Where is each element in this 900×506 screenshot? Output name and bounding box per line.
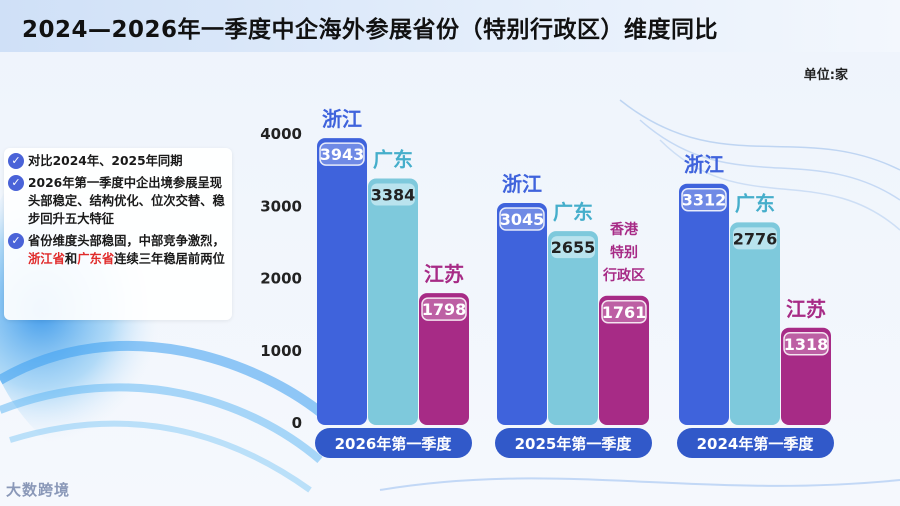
check-icon: ✓ bbox=[8, 153, 24, 169]
bar-name-label: 行政区 bbox=[602, 267, 645, 284]
unit-label: 单位:家 bbox=[803, 68, 848, 83]
chart-title: 2024—2026年一季度中企海外参展省份（特别行政区）维度同比 bbox=[22, 17, 719, 43]
bar-value-label: 1761 bbox=[602, 303, 647, 322]
bar-value-label: 2776 bbox=[733, 229, 778, 248]
value-label-bg bbox=[421, 297, 467, 321]
note-text: 2026年第一季度中企出境参展呈现头部稳定、结构优化、位次交替、稳步回升五大特征 bbox=[28, 174, 228, 228]
note-text: 省份维度头部稳固，中部竞争激烈， 浙江省和广东省连续三年稳居前两位 bbox=[28, 232, 228, 268]
y-tick-label: 4000 bbox=[260, 125, 302, 143]
y-tick-label: 0 bbox=[292, 414, 302, 432]
bar-name-label: 广东 bbox=[553, 200, 593, 224]
bar bbox=[419, 293, 469, 425]
value-label-bg bbox=[319, 142, 365, 166]
bar bbox=[599, 295, 649, 425]
y-tick-label: 3000 bbox=[260, 197, 302, 215]
bar-name-label: 浙江 bbox=[502, 172, 542, 196]
value-label-bg bbox=[681, 187, 727, 212]
value-label-bg bbox=[499, 207, 545, 231]
bar-value-label: 1318 bbox=[784, 335, 829, 354]
note-segment: 对比2024年、2025年同期 bbox=[28, 154, 183, 168]
bar-name-label: 香港 bbox=[609, 221, 639, 238]
note-segment: 省份维度头部稳固，中部竞争激烈， bbox=[28, 234, 225, 248]
bar-value-label: 3943 bbox=[320, 145, 365, 164]
bar bbox=[730, 222, 780, 425]
bar-value-label: 3045 bbox=[500, 210, 545, 229]
highlight-text: 广东省 bbox=[77, 252, 115, 266]
note-segment: 和 bbox=[64, 252, 78, 266]
bar-name-label: 浙江 bbox=[684, 153, 724, 177]
value-label-bg bbox=[733, 227, 777, 250]
value-label-bg bbox=[783, 332, 829, 356]
note-item: ✓ 2026年第一季度中企出境参展呈现头部稳定、结构优化、位次交替、稳步回升五大特… bbox=[8, 174, 228, 228]
brand-logo: 大数跨境 bbox=[6, 481, 71, 499]
check-icon: ✓ bbox=[8, 233, 24, 249]
bar-name-label: 江苏 bbox=[786, 297, 826, 321]
y-tick-label: 1000 bbox=[260, 342, 302, 360]
check-icon: ✓ bbox=[8, 175, 24, 191]
bar-name-label: 浙江 bbox=[322, 107, 362, 131]
bar bbox=[781, 327, 831, 425]
notes-panel: ✓ 对比2024年、2025年同期 ✓ 2026年第一季度中企出境参展呈现头部稳定、结… bbox=[4, 148, 232, 320]
value-label-bg bbox=[551, 236, 595, 259]
bar-name-label: 广东 bbox=[373, 148, 413, 172]
bar-name-label: 特别 bbox=[610, 244, 638, 261]
title-bar bbox=[0, 0, 900, 52]
note-segment: 连续三年稳居前两位 bbox=[114, 252, 225, 266]
bar-value-label: 3384 bbox=[371, 186, 416, 205]
bar bbox=[317, 138, 367, 425]
y-tick-label: 2000 bbox=[260, 270, 302, 288]
bar bbox=[368, 178, 418, 425]
group-label: 2025年第一季度 bbox=[515, 435, 633, 453]
highlight-text: 浙江省 bbox=[28, 252, 65, 266]
value-label-bg bbox=[601, 300, 647, 324]
bar bbox=[679, 183, 729, 425]
group-label-pill bbox=[677, 428, 834, 458]
note-item: ✓ 对比2024年、2025年同期 bbox=[8, 152, 228, 170]
bar bbox=[497, 202, 547, 425]
bar-name-label: 广东 bbox=[735, 191, 775, 215]
bar bbox=[548, 231, 598, 425]
group-label: 2024年第一季度 bbox=[697, 435, 815, 453]
group-label: 2026年第一季度 bbox=[335, 435, 453, 453]
note-segment: 2026年第一季度中企出境参展呈现头部稳定、结构优化、位次交替、稳步回升五大特征 bbox=[28, 176, 225, 226]
value-label-bg bbox=[371, 183, 415, 206]
bar-value-label: 3312 bbox=[682, 191, 727, 210]
group-label-pill bbox=[315, 428, 472, 458]
group-label-pill bbox=[495, 428, 652, 458]
note-text: 对比2024年、2025年同期 bbox=[28, 152, 183, 170]
bar-value-label: 2655 bbox=[551, 238, 596, 257]
bar-value-label: 1798 bbox=[422, 300, 467, 319]
bar-name-label: 江苏 bbox=[424, 262, 464, 286]
note-item: ✓ 省份维度头部稳固，中部竞争激烈， 浙江省和广东省连续三年稳居前两位 bbox=[8, 232, 228, 268]
